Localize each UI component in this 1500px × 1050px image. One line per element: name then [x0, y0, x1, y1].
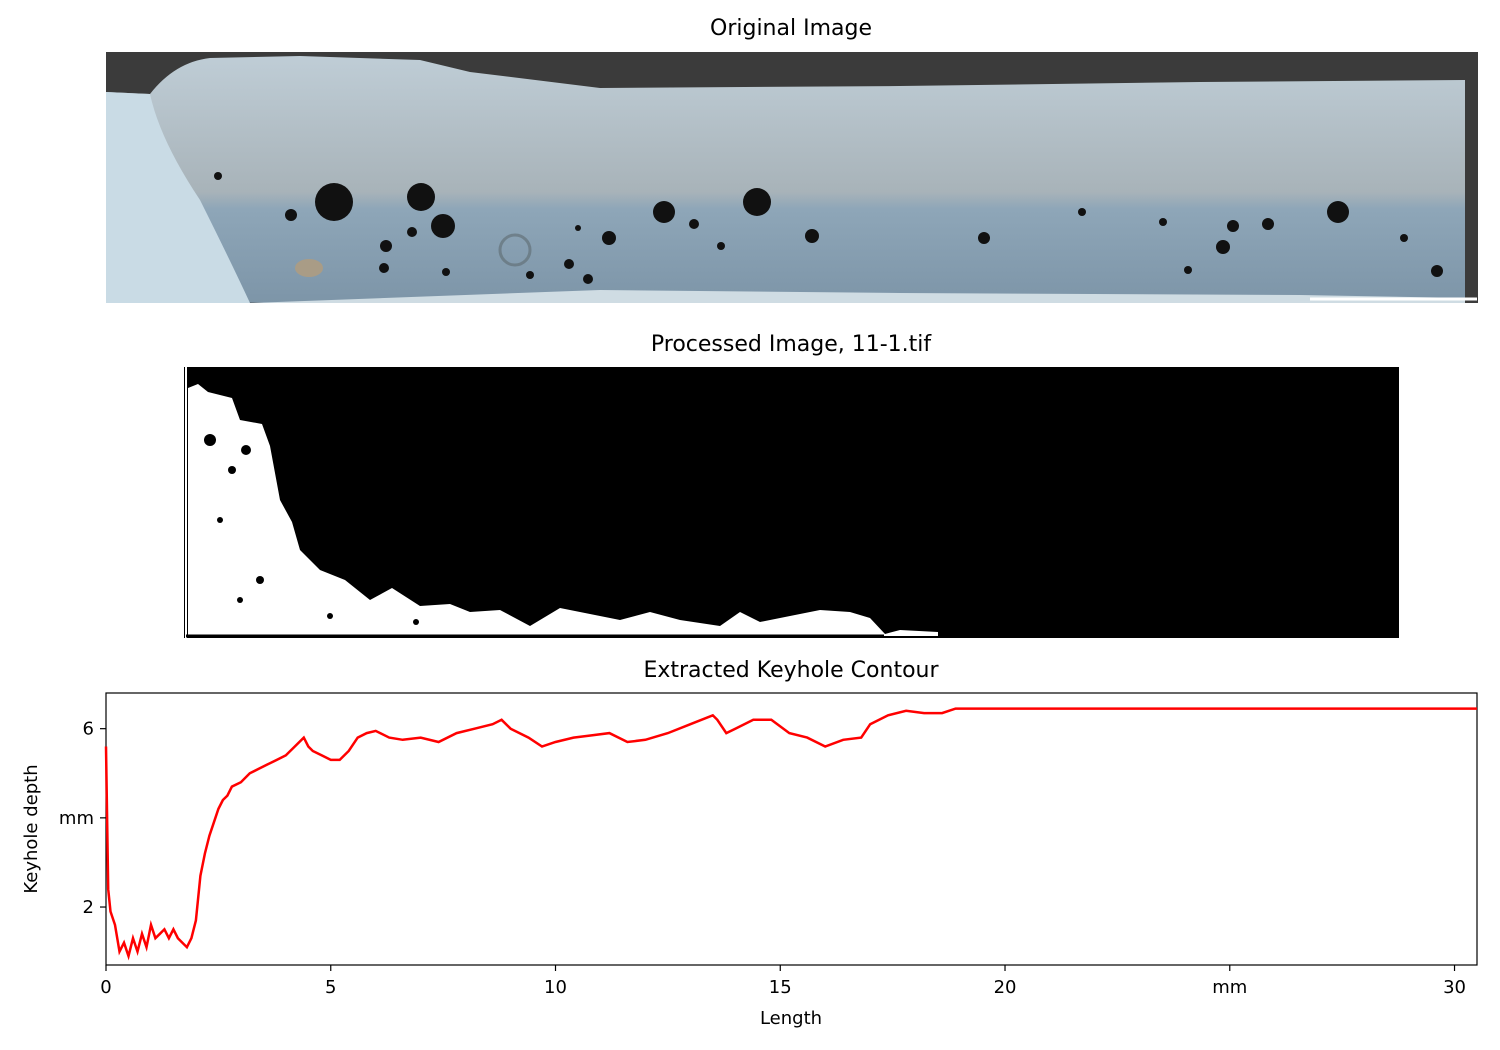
x-axis-label: Length	[760, 1008, 822, 1029]
y-tick-label: mm	[59, 808, 94, 829]
plot-area	[105, 692, 1478, 966]
y-tick-label: 6	[83, 719, 94, 740]
processed-speckles	[204, 434, 419, 625]
y-tick-label: 2	[83, 897, 94, 918]
porosity-pores	[214, 172, 1443, 284]
x-axis-ticks: 0 5 10 15 20 mm 30	[100, 965, 1466, 998]
x-tick-label: 20	[994, 977, 1017, 998]
x-tick-label: 15	[769, 977, 792, 998]
weld-cross-section	[106, 56, 1465, 303]
original-image-title: Original Image	[710, 16, 872, 41]
processed-image-title: Processed Image, 11-1.tif	[650, 332, 932, 357]
base-metal-bottom	[250, 290, 1465, 303]
processed-image	[184, 367, 1399, 638]
x-tick-label: 10	[544, 977, 567, 998]
original-image	[106, 52, 1478, 303]
contour-chart: 0 5 10 15 20 mm 30 2 mm 6 Length Keyhole depth	[21, 692, 1478, 1029]
x-tick-label: mm	[1212, 977, 1247, 998]
x-tick-label: 5	[325, 977, 336, 998]
y-axis-label: Keyhole depth	[21, 764, 42, 893]
chart-title: Extracted Keyhole Contour	[643, 658, 939, 683]
x-tick-label: 0	[100, 977, 111, 998]
x-tick-label: 30	[1443, 977, 1466, 998]
base-metal-left	[106, 92, 250, 303]
y-axis-ticks: 2 mm 6	[59, 719, 106, 918]
processed-white-region	[188, 384, 938, 636]
keyhole-contour-line	[104, 707, 1477, 961]
